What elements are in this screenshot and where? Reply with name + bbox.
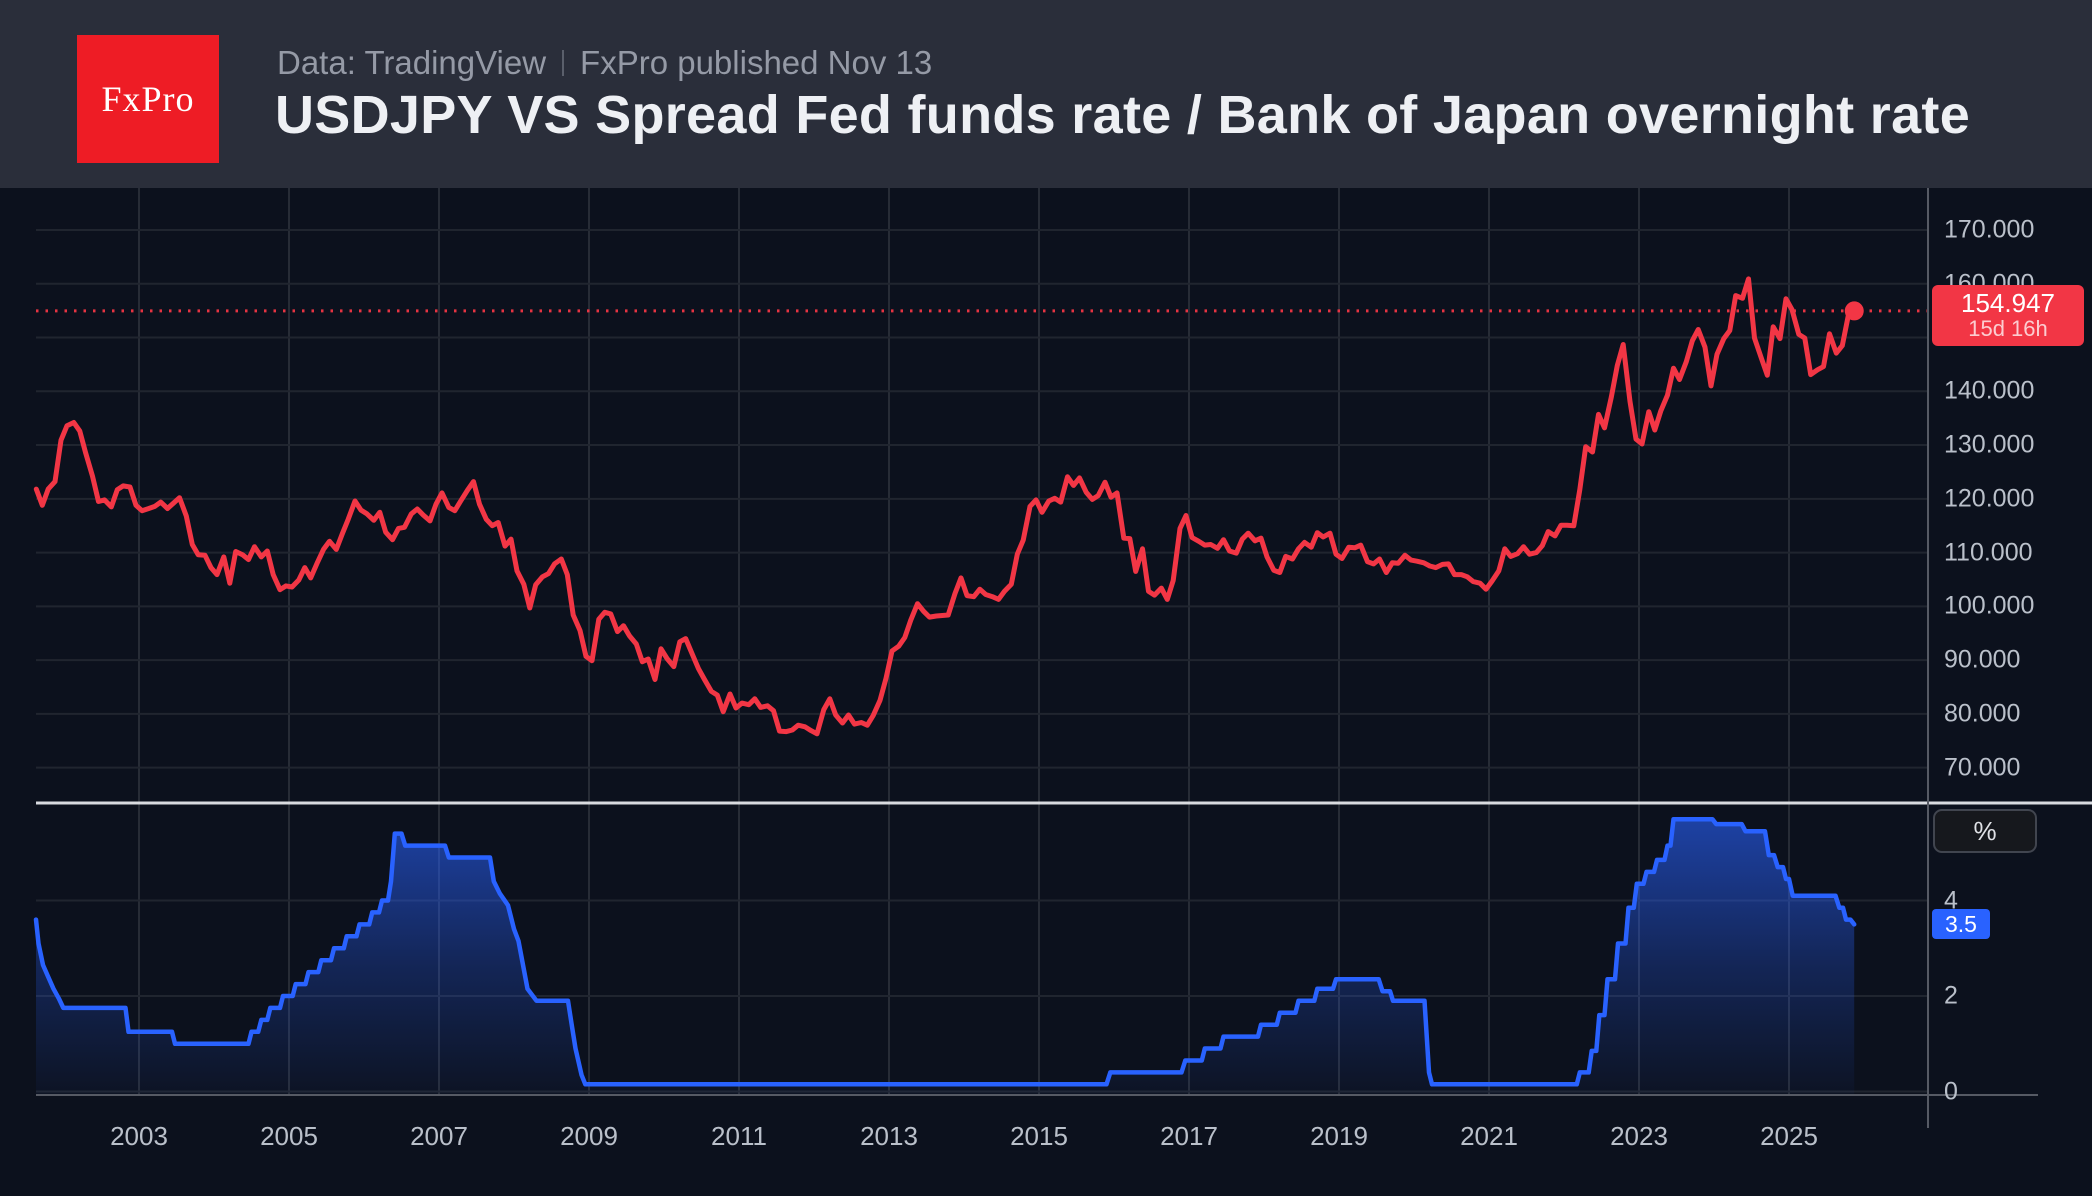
time-tick-label: 2023 [1610,1121,1668,1151]
time-tick-label: 2011 [711,1121,767,1151]
last-spread-badge: 3.5 [1932,909,1990,940]
time-tick-label: 2009 [560,1121,618,1151]
time-tick-label: 2025 [1760,1121,1818,1151]
spread-line [33,817,1857,1087]
subtitle-divider [562,50,565,76]
price-tick-label: 140.000 [1944,376,2035,405]
usdjpy-line [33,276,1857,737]
price-tick-label: 100.000 [1944,591,2035,620]
spread-tick-label: 0 [1944,1077,1958,1105]
price-tick-label: 130.000 [1944,430,2035,459]
price-tick-label: 120.000 [1944,484,2035,513]
time-tick-label: 2015 [1010,1121,1068,1151]
subtitle-published: FxPro published Nov 13 [580,44,933,81]
time-tick-label: 2005 [260,1121,318,1151]
last-price-badge: 154.947 15d 16h [1932,284,2084,346]
spread-area [36,819,1855,1095]
time-tick-label: 2021 [1460,1121,1518,1151]
last-price-value: 154.947 [1961,287,2055,318]
price-tick-label: 70.000 [1944,753,2021,782]
time-tick-label: 2017 [1160,1121,1218,1151]
price-tick-label: 80.000 [1944,699,2021,728]
percent-scale-button[interactable]: % [1933,809,2037,853]
page-title: USDJPY VS Spread Fed funds rate / Bank o… [275,85,1971,145]
spread-tick-label: 2 [1944,981,1958,1010]
fxpro-logo-text: FxPro [101,79,195,119]
subtitle-source: Data: TradingView [277,44,547,81]
time-tick-label: 2013 [860,1121,918,1151]
time-tick-label: 2007 [410,1121,468,1151]
subtitle: Data: TradingView FxPro published Nov 13 [277,44,932,82]
header: FxPro Data: TradingView FxPro published … [0,0,2092,188]
last-price-dot [1844,301,1864,321]
time-tick-label: 2003 [110,1121,168,1151]
price-tick-label: 110.000 [1944,538,2033,567]
price-tick-label: 170.000 [1944,215,2035,244]
spread-tick-label: 4 [1944,886,1958,914]
bar-countdown: 15d 16h [1968,315,2048,341]
time-tick-label: 2019 [1310,1121,1368,1151]
price-tick-label: 90.000 [1944,645,2021,674]
fxpro-logo: FxPro [77,35,219,163]
